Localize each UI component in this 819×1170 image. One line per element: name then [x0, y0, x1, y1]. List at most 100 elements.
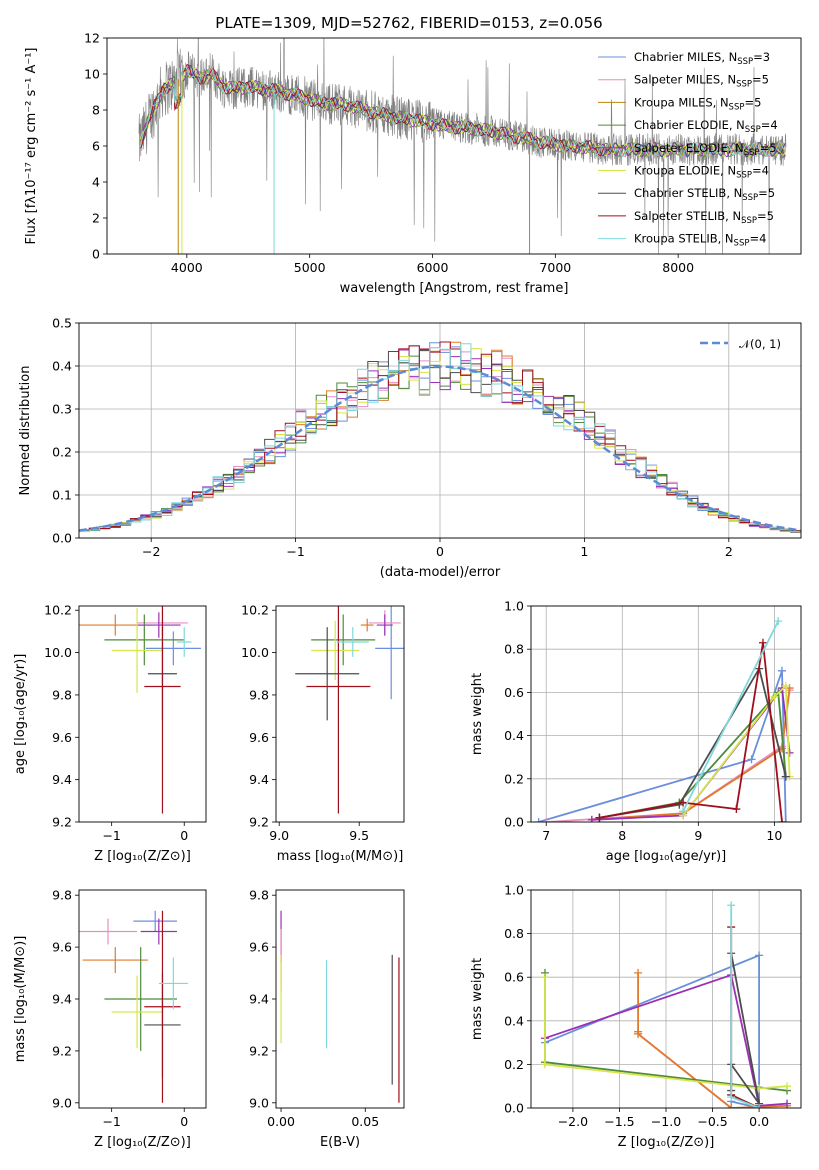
x-tick-label: 0.05 — [351, 1114, 379, 1129]
weight-marker — [781, 681, 790, 690]
y-tick-label: 6 — [92, 139, 100, 154]
panel-0: 4000 5000 6000 7000 8000 0 2 4 6 8 10 12 wavelength … — [24, 31, 802, 296]
weight-marker — [774, 617, 783, 626]
legend-value: =5 — [752, 73, 769, 87]
legend-value: =4 — [761, 118, 778, 132]
x-tick-label: 7000 — [539, 260, 571, 275]
legend-label: Kroupa STELIB, NSSP=4 — [634, 232, 766, 249]
x-tick-label: 0.0 — [749, 1114, 769, 1129]
y-tick-label: 0.4 — [504, 728, 524, 743]
plot-area — [534, 617, 794, 822]
weight-line — [544, 973, 788, 1107]
y-tick-label: 10 — [84, 67, 100, 82]
weight-marker — [679, 798, 688, 807]
weight-marker — [755, 1104, 764, 1108]
weight-line — [591, 687, 791, 821]
y-tick-label: 0.3 — [52, 402, 72, 417]
legend-label: Salpeter MILES, NSSP=5 — [634, 73, 769, 90]
y-tick-label: 8 — [92, 103, 100, 118]
y-tick-label: 9.2 — [52, 1043, 72, 1058]
weight-line — [599, 690, 787, 819]
weight-line — [682, 620, 780, 812]
weight-marker — [770, 692, 779, 701]
chart-title: PLATE=1309, MJD=52762, FIBERID=0153, z=0… — [215, 14, 602, 32]
x-tick-label: 9 — [694, 828, 702, 843]
legend-label: 𝒩(0, 1) — [739, 337, 781, 351]
x-tick-label: 0 — [180, 828, 188, 843]
x-tick-label: −2.0 — [558, 1114, 588, 1129]
weight-marker — [587, 815, 596, 822]
plot-area — [79, 910, 188, 1103]
y-tick-label: 0.2 — [504, 771, 524, 786]
x-tick-label: 10 — [766, 828, 782, 843]
y-tick-label: 0.1 — [52, 488, 72, 503]
weight-line — [591, 685, 791, 821]
x-tick-label: −1.0 — [651, 1114, 681, 1129]
weight-marker — [540, 1060, 549, 1069]
panel-1: −2 −1 0 1 2 0.0 0.1 0.2 0.3 0.4 0.5 (data-model)/er… — [18, 316, 802, 580]
y-tick-label: 9.2 — [249, 1043, 269, 1058]
legend-value: =3 — [753, 50, 770, 64]
y-tick-label: 10.2 — [241, 603, 269, 618]
y-tick-label: 0.2 — [504, 1057, 524, 1072]
y-tick-label: 9.8 — [52, 687, 72, 702]
model-line — [139, 66, 787, 158]
axes-frame — [530, 605, 802, 823]
weight-marker — [595, 813, 604, 822]
x-tick-label: −1.5 — [604, 1114, 634, 1129]
x-tick-label: 2 — [725, 544, 733, 559]
y-tick-label: 9.6 — [52, 940, 72, 955]
weight-marker — [634, 1029, 643, 1038]
plot-area — [79, 606, 201, 814]
y-tick-label: 0 — [92, 247, 100, 262]
weight-line — [538, 670, 787, 822]
x-axis-label: E(B-V) — [320, 1135, 360, 1150]
y-tick-label: 0.0 — [504, 815, 524, 830]
y-tick-label: 12 — [84, 31, 100, 46]
legend-value: =4 — [752, 164, 769, 178]
weight-marker — [727, 901, 736, 910]
x-axis-label: wavelength [Angstrom, rest frame] — [340, 281, 569, 296]
weight-marker — [679, 807, 688, 816]
weight-marker — [534, 818, 543, 822]
weight-marker — [777, 818, 786, 822]
histogram-step — [79, 343, 801, 533]
y-tick-label: 10.0 — [241, 645, 269, 660]
legend-subscript: SSP — [737, 57, 753, 67]
legend-label: Salpeter ELODIE, NSSP=5 — [634, 141, 777, 158]
y-tick-label: 0.8 — [504, 926, 524, 941]
legend-model: Salpeter ELODIE, N — [634, 141, 744, 155]
x-tick-label: 0.00 — [267, 1114, 295, 1129]
y-tick-label: 9.2 — [52, 815, 72, 830]
y-tick-label: 10.0 — [44, 645, 72, 660]
y-axis-label: mass weight — [470, 673, 485, 755]
y-tick-label: 9.4 — [249, 772, 269, 787]
legend-subscript: SSP — [736, 80, 752, 90]
x-axis-label: Z [log₁₀(Z/Z⊙)] — [94, 1135, 191, 1150]
y-tick-label: 0.4 — [52, 359, 72, 374]
plot-area — [79, 341, 801, 533]
x-axis-label: Z [log₁₀(Z/Z⊙)] — [94, 849, 191, 864]
plot-area — [540, 901, 792, 1108]
y-tick-label: 9.0 — [52, 1095, 72, 1110]
y-tick-label: 9.2 — [249, 815, 269, 830]
y-tick-label: 9.6 — [249, 940, 269, 955]
weight-marker — [634, 968, 643, 977]
x-tick-label: 6000 — [417, 260, 449, 275]
panel-4: 7 8 9 10 0.0 0.2 0.4 0.6 0.8 1.0 age [log₁₀(age/yr… — [470, 599, 802, 864]
y-tick-label: 9.6 — [249, 730, 269, 745]
y-tick-label: 0.2 — [52, 445, 72, 460]
plot-area — [295, 606, 404, 814]
weight-marker — [747, 755, 756, 764]
weight-marker — [783, 1082, 792, 1091]
panel-3: 9.0 9.5 9.2 9.4 9.6 9.8 10.0 10.2 mass [log₁₀(M/… — [241, 603, 405, 864]
y-tick-label: 10.2 — [44, 603, 72, 618]
weight-line — [682, 683, 791, 817]
weight-marker — [540, 973, 549, 982]
y-tick-label: 9.6 — [52, 730, 72, 745]
x-tick-label: 4000 — [171, 260, 203, 275]
model-line — [139, 66, 787, 158]
x-tick-label: 7 — [542, 828, 550, 843]
legend-model: Chabrier STELIB, N — [634, 186, 742, 200]
legend-subscript: SSP — [742, 193, 758, 203]
